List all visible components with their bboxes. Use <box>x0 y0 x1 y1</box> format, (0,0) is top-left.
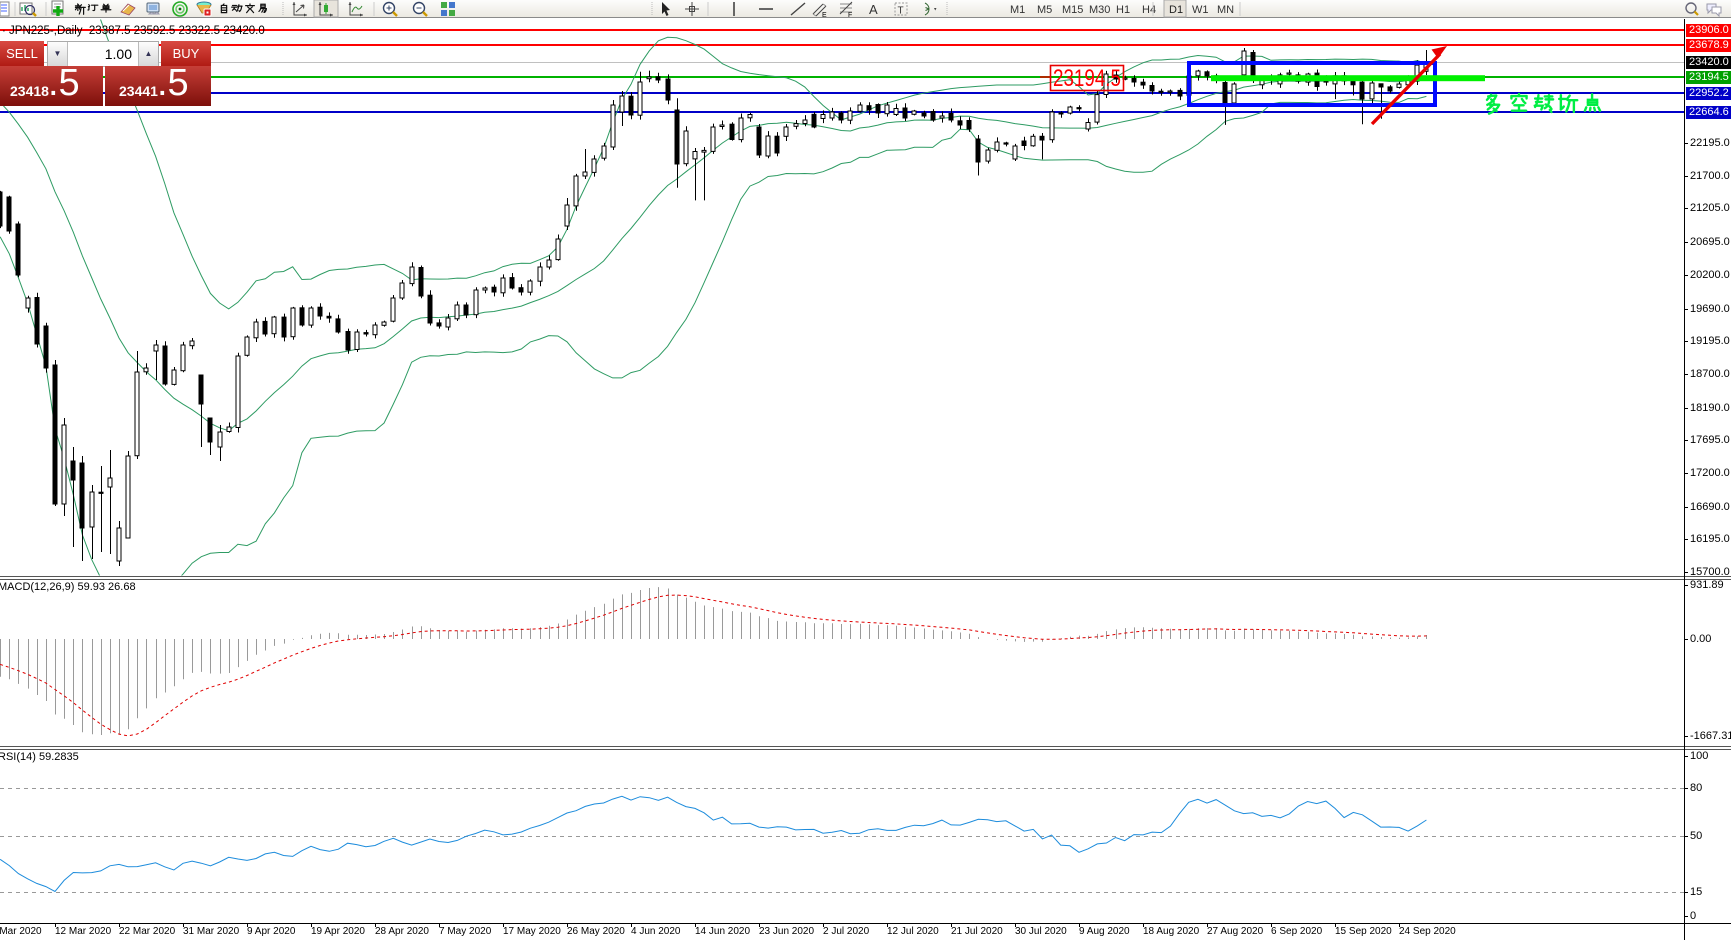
svg-text:H1: H1 <box>1116 4 1130 16</box>
svg-text:T: T <box>898 6 904 17</box>
svg-text:A: A <box>869 2 878 17</box>
svg-text:M1: M1 <box>1010 4 1025 16</box>
svg-text:M15: M15 <box>1062 4 1083 16</box>
svg-text:M5: M5 <box>1037 4 1052 16</box>
svg-text:D1: D1 <box>1169 4 1183 16</box>
svg-text:E: E <box>822 12 827 18</box>
svg-text:MN: MN <box>1217 4 1234 16</box>
svg-text:W1: W1 <box>1192 4 1209 16</box>
svg-text:F: F <box>848 12 852 18</box>
svg-text:M30: M30 <box>1089 4 1110 16</box>
svg-text:23194.5: 23194.5 <box>1053 65 1121 92</box>
